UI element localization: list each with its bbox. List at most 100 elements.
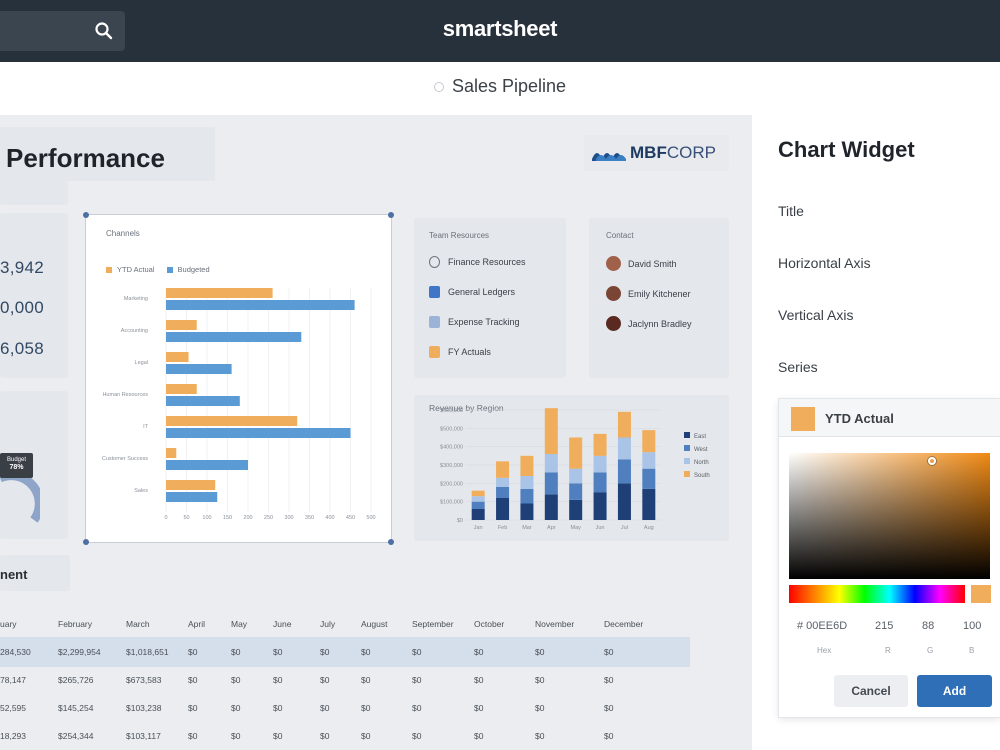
color-picker: YTD Actual # 00EE6D 215 88 100 Hex R G B… xyxy=(779,399,1000,717)
section-title: nent xyxy=(0,567,28,582)
category-label: Sales xyxy=(134,488,148,494)
resource-label: Expense Tracking xyxy=(448,317,520,327)
contact-widget[interactable]: Contact David Smith Emily Kitchener Jacl… xyxy=(589,218,729,378)
legend-label: East xyxy=(694,434,706,440)
tick-label: $400,000 xyxy=(440,445,463,451)
hex-label: Hex xyxy=(817,646,832,655)
bar-segment xyxy=(642,430,656,453)
category-label: Jul xyxy=(621,525,628,531)
search-icon[interactable] xyxy=(94,21,114,41)
bar xyxy=(166,352,189,362)
table-row[interactable]: 52,595 $145,254 $103,238 $0 $0 $0 $0 $0 $0 $0 $0 $0 xyxy=(0,693,690,723)
hue-slider[interactable] xyxy=(789,585,965,603)
resource-link[interactable]: Finance Resources xyxy=(429,256,526,268)
table-cell: $0 xyxy=(474,703,484,713)
bar xyxy=(166,448,177,458)
report-icon xyxy=(429,346,440,358)
contact-name: Emily Kitchener xyxy=(628,288,691,299)
table-cell: $254,344 xyxy=(58,731,94,741)
tick-label: 350 xyxy=(305,515,314,521)
contact-item[interactable]: David Smith xyxy=(606,256,677,271)
legend-swatch xyxy=(684,458,690,464)
add-button[interactable]: Add xyxy=(917,675,992,707)
bar-segment xyxy=(642,452,656,469)
section-title-widget[interactable]: nent xyxy=(0,555,70,591)
panel-title: Chart Widget xyxy=(778,137,915,162)
bar-segment xyxy=(569,468,583,484)
bar-segment xyxy=(496,461,510,478)
table-cell: $0 xyxy=(474,731,484,741)
chart-widget-panel: Chart Widget Title Horizontal Axis Verti… xyxy=(752,115,1000,750)
blue-label: B xyxy=(969,646,975,655)
table-cell: April xyxy=(188,619,206,629)
table-cell: October xyxy=(474,619,505,629)
bar-segment xyxy=(593,472,607,493)
cancel-button[interactable]: Cancel xyxy=(834,675,908,707)
green-value[interactable]: 88 xyxy=(922,620,935,632)
revenue-region-widget[interactable]: Revenue by Region $0 $100,000 $200,000 $300… xyxy=(414,395,729,541)
category-label: Legal xyxy=(135,360,148,366)
table-cell: $0 xyxy=(604,647,614,657)
horizontal-axis-label[interactable]: Horizontal Axis xyxy=(778,255,871,271)
table-cell: $1,018,651 xyxy=(126,647,169,657)
series-color-swatch[interactable] xyxy=(791,407,815,431)
table-cell: November xyxy=(535,619,575,629)
table-row[interactable]: 18,293 $254,344 $103,117 $0 $0 $0 $0 $0 $0 $0 $0 $0 xyxy=(0,721,690,750)
resize-handle[interactable] xyxy=(83,212,89,218)
chart-title: Channels xyxy=(106,229,140,238)
resource-link[interactable]: General Ledgers xyxy=(429,286,515,298)
resize-handle[interactable] xyxy=(388,539,394,545)
table-cell: $0 xyxy=(412,647,422,657)
legend-swatch xyxy=(684,432,690,438)
channels-chart-widget[interactable]: Channels YTD Actual Budgeted 0 50 100 150 20… xyxy=(83,212,394,545)
widget-title: Contact xyxy=(606,231,634,240)
gauge-tooltip-value: 78% xyxy=(9,464,24,471)
series-row[interactable]: YTD Actual xyxy=(779,399,1000,437)
contact-item[interactable]: Jaclynn Bradley xyxy=(606,316,692,331)
favorite-icon[interactable] xyxy=(433,82,444,93)
category-label: Mar xyxy=(522,525,532,531)
bar xyxy=(166,320,197,330)
bar-segment xyxy=(642,488,656,520)
blue-value[interactable]: 100 xyxy=(963,620,982,632)
search-input[interactable] xyxy=(0,11,125,51)
table-cell: $0 xyxy=(273,703,283,713)
vertical-axis-label[interactable]: Vertical Axis xyxy=(778,307,854,323)
contact-item[interactable]: Emily Kitchener xyxy=(606,286,691,301)
bar xyxy=(166,492,218,502)
table-cell: $0 xyxy=(604,731,614,741)
table-cell: $0 xyxy=(412,731,422,741)
resize-handle[interactable] xyxy=(83,539,89,545)
title-widget[interactable] xyxy=(0,179,68,205)
logo-text: MBFCORP xyxy=(630,143,716,163)
table-cell: $0 xyxy=(320,731,330,741)
hex-value[interactable]: # 00EE6D xyxy=(797,620,848,632)
table-cell: $0 xyxy=(320,675,330,685)
tick-label: 50 xyxy=(183,515,189,521)
legend-swatch xyxy=(106,266,112,273)
category-label: May xyxy=(570,525,581,531)
resource-link[interactable]: Expense Tracking xyxy=(429,316,520,328)
bar-segment xyxy=(617,483,631,520)
resource-link[interactable]: FY Actuals xyxy=(429,346,491,358)
title-field-label[interactable]: Title xyxy=(778,203,804,219)
legend-label: Budgeted xyxy=(177,265,210,274)
bar-segment xyxy=(544,454,558,473)
chart-legend: YTD Actual Budgeted xyxy=(106,265,210,274)
table-cell: $0 xyxy=(320,647,330,657)
sheet-title-text: Sales Pipeline xyxy=(451,76,567,96)
saturation-value-picker[interactable] xyxy=(789,453,990,579)
resize-handle[interactable] xyxy=(388,212,394,218)
table-row[interactable]: 78,147 $265,726 $673,583 $0 $0 $0 $0 $0 $0 $0 $0 $0 xyxy=(0,665,690,695)
team-resources-widget[interactable]: Team Resources Finance Resources General… xyxy=(414,218,566,378)
sheet-title: Sales Pipeline xyxy=(0,76,1000,97)
red-value[interactable]: 215 xyxy=(875,620,894,632)
color-cursor[interactable] xyxy=(928,457,936,465)
table-header-row[interactable]: uary February March April May June July August S… xyxy=(0,609,690,639)
series-label[interactable]: Series xyxy=(778,359,818,375)
table-cell: 284,530 xyxy=(0,647,31,657)
metric-widget[interactable] xyxy=(0,213,68,378)
table-row[interactable]: 284,530 $2,299,954 $1,018,651 $0 $0 $0 $0 $0 $0 $… xyxy=(0,637,690,667)
contact-name: Jaclynn Bradley xyxy=(628,318,692,329)
category-label: Customer Success xyxy=(102,456,148,462)
